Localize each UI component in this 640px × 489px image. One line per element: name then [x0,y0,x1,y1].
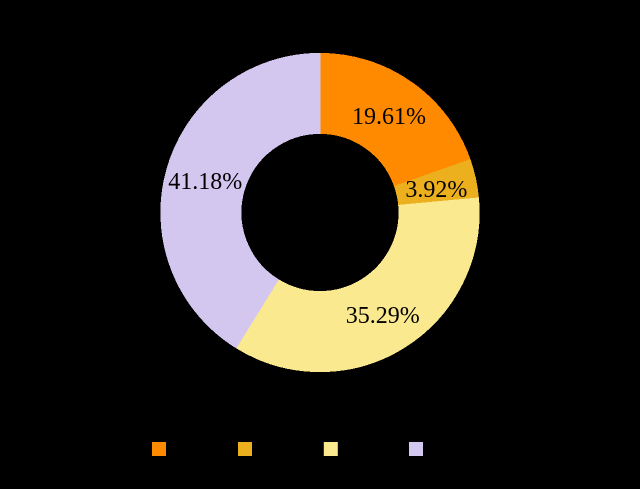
svg-text:3.92%: 3.92% [405,177,467,203]
svg-text:41.18%: 41.18% [168,169,242,195]
svg-text:19.61%: 19.61% [352,104,426,130]
svg-text:35.29%: 35.29% [346,303,420,329]
